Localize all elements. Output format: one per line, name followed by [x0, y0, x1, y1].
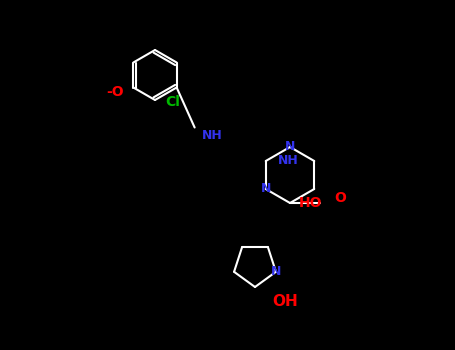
Text: N: N — [285, 140, 295, 154]
Text: HO: HO — [298, 196, 322, 210]
Text: N: N — [261, 182, 271, 196]
Text: O: O — [334, 191, 346, 205]
Text: -O: -O — [106, 85, 124, 99]
Text: Cl: Cl — [166, 95, 181, 109]
Text: NH: NH — [202, 129, 223, 142]
Text: OH: OH — [272, 294, 298, 309]
Text: N: N — [271, 265, 281, 278]
Text: NH: NH — [278, 154, 298, 168]
